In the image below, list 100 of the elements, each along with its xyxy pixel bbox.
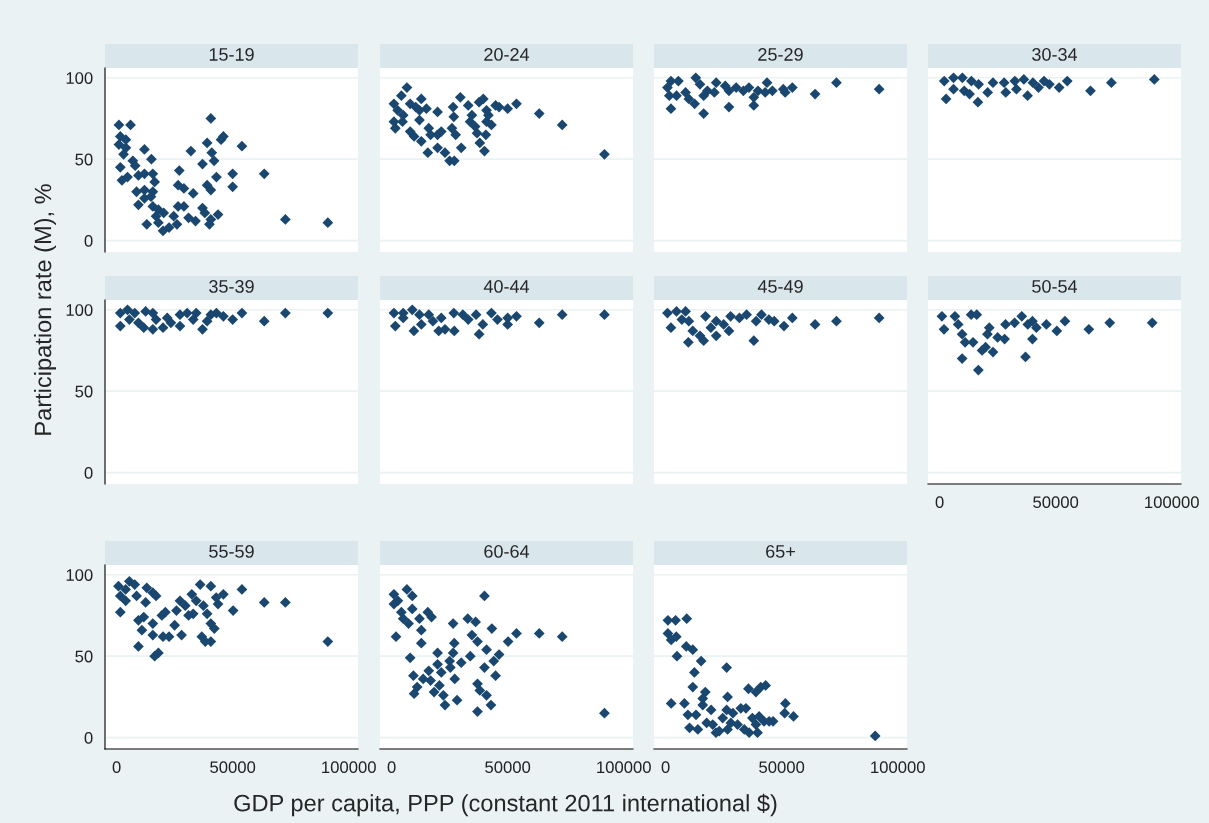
point [485,699,497,711]
point [695,655,707,667]
y-tick-label: 100 [66,304,93,316]
point [710,330,722,342]
point [700,310,711,322]
point [122,304,133,316]
point [462,100,474,111]
point [1000,87,1012,98]
point [174,320,186,332]
y-tick-label: 50 [75,153,93,166]
point [422,147,434,159]
chart-title: 40-44 [483,280,530,293]
point [427,315,439,327]
point [987,346,999,358]
point [689,667,700,678]
point [472,636,483,647]
point [415,135,427,147]
y-tick-label: 100 [66,569,93,581]
point [425,675,436,686]
point [123,314,135,325]
point [322,307,334,319]
point [190,595,202,607]
point [492,314,503,325]
point [705,704,717,716]
point [680,641,692,652]
point [972,96,984,108]
point [1009,317,1020,329]
point [322,636,334,647]
point [395,90,407,102]
point [448,111,460,123]
point [599,707,610,719]
point [157,322,169,334]
point [1148,74,1160,85]
point [956,328,968,340]
point [973,78,984,90]
point [533,108,545,119]
point [140,306,151,317]
point [473,328,485,340]
point [227,605,239,616]
point [717,712,729,724]
point [761,77,773,89]
x-tick-label: 0 [387,761,396,774]
point [414,309,425,321]
point [147,629,159,641]
chart-title: 25-29 [758,48,803,61]
point [670,614,681,626]
point [464,650,476,662]
point [750,719,762,730]
point [432,658,443,670]
point [421,103,432,115]
point [727,707,739,719]
point [698,335,710,347]
point [435,667,447,678]
x-tick-label: 100000 [597,761,651,774]
point [732,719,743,730]
point [147,618,159,629]
point [169,619,181,631]
point [218,588,229,600]
point [194,579,206,590]
point [952,319,964,330]
point [401,584,413,595]
point [1105,77,1117,89]
point [258,597,270,608]
point [956,353,968,364]
x-axis-title: GDP per capita, PPP (constant 2011 international $) [234,793,777,817]
point [502,103,514,115]
point [723,85,735,97]
point [205,580,217,592]
point [415,624,427,636]
point [414,613,425,625]
x-tick-label: 0 [661,761,670,774]
point [466,629,478,641]
point [533,317,545,329]
point [153,647,164,659]
point [437,689,449,701]
point [710,77,722,89]
point [948,72,959,84]
point [462,613,474,625]
point [474,685,486,696]
point [415,319,427,330]
point [662,82,673,93]
y-tick-label: 0 [84,235,93,247]
point [198,600,209,612]
point [687,325,699,337]
chart-title: 35-39 [209,280,254,293]
point [435,312,447,324]
point [390,631,402,643]
point [699,686,711,698]
point [752,85,764,97]
point [533,628,545,639]
point [406,304,418,316]
point [490,670,501,682]
point [1031,322,1042,334]
point [682,336,694,348]
point [681,613,693,625]
point [1061,75,1073,87]
point [406,590,418,602]
point [439,147,451,159]
point [201,608,213,620]
point [809,319,821,330]
